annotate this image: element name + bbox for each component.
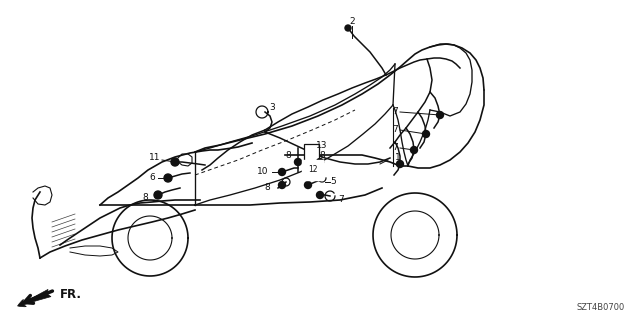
Text: 5: 5 <box>330 177 336 187</box>
Text: 8: 8 <box>319 152 325 160</box>
Circle shape <box>317 191 323 198</box>
Text: 11: 11 <box>148 153 160 162</box>
Text: 13: 13 <box>316 142 328 151</box>
Text: 3: 3 <box>269 103 275 113</box>
Circle shape <box>397 160 403 167</box>
Text: 10: 10 <box>257 167 268 176</box>
Circle shape <box>317 159 323 166</box>
Circle shape <box>422 130 429 137</box>
Circle shape <box>278 182 285 189</box>
Text: 7: 7 <box>392 144 398 152</box>
Circle shape <box>305 182 312 189</box>
Circle shape <box>410 146 417 153</box>
Text: 6: 6 <box>149 174 155 182</box>
Circle shape <box>436 112 444 118</box>
Text: 7: 7 <box>392 108 398 116</box>
Text: 2: 2 <box>349 18 355 26</box>
Circle shape <box>171 158 179 166</box>
Text: FR.: FR. <box>60 287 82 300</box>
Circle shape <box>164 174 172 182</box>
Text: SZT4B0700: SZT4B0700 <box>577 303 625 312</box>
Circle shape <box>345 25 351 31</box>
Circle shape <box>278 168 285 175</box>
Text: 8: 8 <box>264 183 270 192</box>
Circle shape <box>294 159 301 166</box>
Text: 7: 7 <box>338 196 344 204</box>
Text: 12: 12 <box>308 166 317 174</box>
Text: 7: 7 <box>392 125 398 135</box>
Text: 8: 8 <box>142 194 148 203</box>
Text: 1: 1 <box>395 152 401 161</box>
Text: 8: 8 <box>285 152 291 160</box>
Circle shape <box>154 191 162 199</box>
FancyBboxPatch shape <box>303 144 319 162</box>
